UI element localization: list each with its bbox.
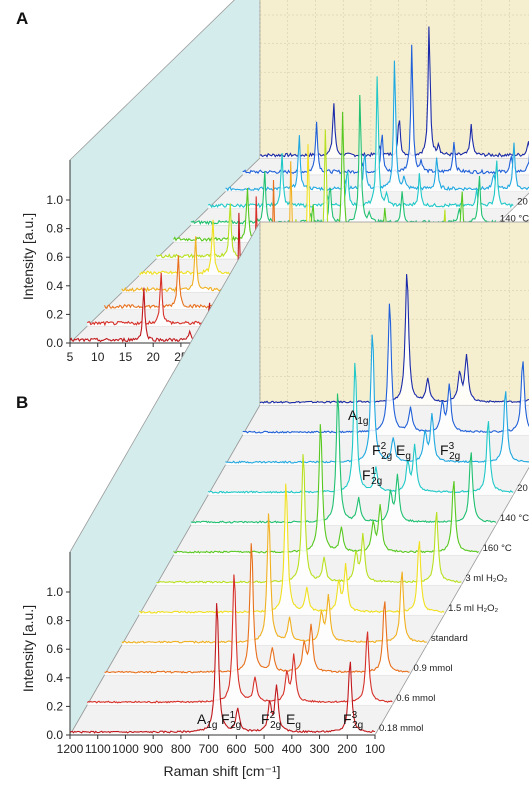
series-label: 160 °C [483,543,512,554]
y-tick-label: 0.4 [46,279,63,293]
x-tick-label: 500 [254,742,274,756]
y-tick-label: 0.8 [46,222,63,236]
peak-annotation: F2 2g [372,441,392,462]
series-label: standard [431,633,468,644]
series-label: 1.5 ml H₂O₂ [448,603,498,614]
x-tick-label: 600 [226,742,246,756]
x-tick-label: 800 [171,742,191,756]
x-tick-label: 1100 [85,742,111,756]
x-tick-label: 1000 [112,742,139,756]
spectrum-line [225,334,529,464]
spectrum-line [69,603,376,734]
peak-annotation: Eg [286,711,301,731]
spectrum-line [173,424,479,554]
x-tick-label: 300 [310,742,330,756]
x-tick-label: 400 [282,742,302,756]
series-label: 140 °C [500,513,529,524]
spectrum-line [190,393,497,524]
spectrum-line [121,513,427,644]
x-tick-label: 15 [119,350,133,364]
y-axis-label: Intensity [a.u.] [20,605,36,692]
series-label: 0.6 mmol [396,693,435,704]
x-tick-label: 20 [147,350,161,364]
panel-label: B [16,393,28,412]
panel-B: fast stirring30 min hold10 min ramp20 mi… [16,220,529,779]
x-tick-label: 700 [199,742,219,756]
peak-annotation: F3 2g [343,710,363,731]
spectrum-line [259,274,529,404]
peak-annotation: F1 2g [362,466,382,487]
y-tick-label: 0.8 [46,614,63,628]
x-tick-label: 10 [91,350,105,364]
y-tick-label: 1.0 [46,585,63,599]
y-tick-label: 0.6 [46,642,63,656]
x-tick-label: 5 [67,350,74,364]
y-tick-label: 0.4 [46,671,63,685]
y-tick-label: 0.0 [46,336,63,350]
x-axis-label: Raman shift [cm⁻¹] [163,763,280,779]
spectrum-line [139,483,445,614]
x-tick-label: 1200 [57,742,84,756]
series-label: 3 ml H₂O₂ [465,573,508,584]
x-tick-label: 900 [143,742,163,756]
y-tick-label: 0.6 [46,250,63,264]
spectrum-line [156,454,462,584]
y-tick-label: 1.0 [46,193,63,207]
spectrum-line [207,362,514,494]
series-label: 20 min ramp [517,483,529,494]
back-wall [259,221,529,406]
y-tick-label: 0.2 [46,307,63,321]
series-label: 20 min ramp [517,196,529,207]
peak-annotation: A1g [348,407,368,427]
x-tick-label: 200 [337,742,357,756]
series-label: 0.18 mmol [379,723,423,734]
y-tick-label: 0.0 [46,728,63,742]
peak-annotation: F1 2g [221,710,241,731]
panel-label: A [16,9,28,28]
peak-annotation: Eg [396,442,411,462]
x-tick-label: 100 [365,742,385,756]
y-axis-label: Intensity [a.u.] [20,213,36,300]
peak-annotation: A1g [197,711,217,731]
peak-annotation: F2 2g [261,710,281,731]
series-label: 140 °C [500,213,529,224]
gridlines [259,222,529,406]
y-tick-label: 0.2 [46,699,63,713]
spectrum-line [242,303,529,434]
peak-annotation: F3 2g [440,441,460,462]
series-label: 0.9 mmol [414,663,453,674]
spectrum-line [104,543,410,674]
spectrum-line [86,574,393,704]
